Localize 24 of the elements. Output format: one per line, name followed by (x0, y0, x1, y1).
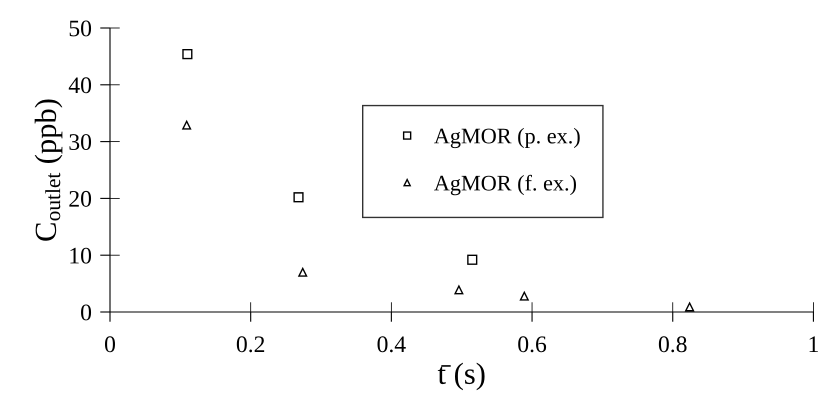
x-tick-label: 0.8 (658, 336, 687, 352)
x-tick-label: 0.6 (518, 336, 546, 352)
y-axis-title: C$_{outlet}$ (ppb) (34, 99, 62, 241)
y-tick-label: 0 (81, 304, 92, 320)
point (293, 192, 304, 202)
point (467, 254, 478, 265)
point (454, 285, 464, 294)
point (182, 49, 192, 60)
x-axis-title: t̄ (s) (438, 362, 485, 390)
point (520, 292, 529, 301)
y-tick-label: 10 (70, 248, 92, 264)
legend-label: AgMOR (f. ex.) (434, 174, 576, 196)
x-tick-label: 0 (104, 336, 116, 352)
y-tick-label: 40 (68, 77, 92, 94)
y-tick-label: 30 (69, 134, 92, 150)
y-tick-label: 50 (70, 20, 92, 36)
point (182, 120, 192, 130)
x-tick-label: 0.4 (378, 336, 406, 352)
legend-label: AgMOR (p. ex.) (434, 128, 580, 148)
y-tick-label: 20 (69, 190, 92, 207)
x-tick-label: 1 (810, 336, 818, 352)
point (298, 268, 308, 277)
point (685, 302, 694, 312)
x-tick-label: 0.2 (236, 336, 264, 352)
